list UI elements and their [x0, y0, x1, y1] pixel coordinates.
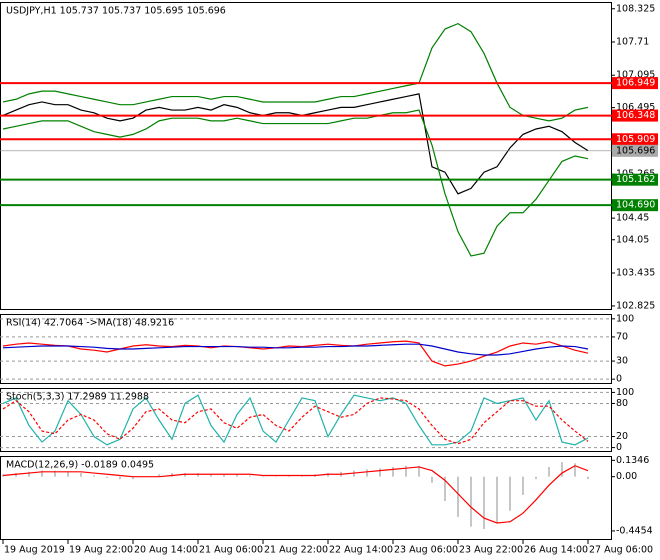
- y-tick-label: 0.1346: [616, 455, 649, 466]
- pane-frame: [0, 456, 612, 540]
- series-line: [2, 109, 589, 257]
- x-tick-label: 21 Aug 06:00: [199, 545, 263, 556]
- histogram-bar: [509, 476, 511, 511]
- series-line: [2, 394, 589, 446]
- x-tick-label: 23 Aug 06:00: [394, 545, 458, 556]
- series-line: [2, 397, 589, 445]
- last-price-box: [612, 144, 658, 157]
- y-tick-label: 104.45: [616, 213, 649, 224]
- level-label: 106.949: [616, 78, 655, 89]
- histogram-bar: [496, 476, 498, 523]
- histogram-bar: [535, 476, 537, 480]
- y-tick-label: 70: [616, 331, 628, 342]
- histogram-bar: [522, 476, 524, 495]
- histogram-bar: [353, 470, 355, 477]
- histogram-bar: [457, 476, 459, 517]
- y-tick-label: 100: [616, 387, 634, 398]
- pane-frame: [0, 314, 612, 384]
- level-label-box: [612, 77, 658, 90]
- y-tick-label: 107.095: [616, 70, 655, 81]
- y-tick-label: 0.00: [616, 471, 637, 482]
- histogram-bar: [54, 470, 56, 477]
- pane-title: USDJPY,H1 105.737 105.737 105.695 105.69…: [6, 6, 226, 17]
- histogram-bar: [210, 474, 212, 477]
- histogram-bar: [171, 473, 173, 477]
- histogram-bar: [444, 476, 446, 502]
- x-tick-label: 22 Aug 14:00: [329, 545, 393, 556]
- x-tick-label: 27 Aug 06:00: [589, 545, 653, 556]
- histogram-bar: [15, 473, 17, 477]
- histogram-bar: [67, 471, 69, 477]
- pane-title: RSI(14) 42.7064 ->MA(18) 48.9216: [6, 318, 174, 329]
- histogram-bar: [548, 466, 550, 477]
- pane-frame: [0, 2, 612, 310]
- y-tick-label: 108.325: [616, 3, 655, 14]
- level-label: 105.162: [616, 174, 655, 185]
- histogram-bar: [587, 476, 589, 479]
- histogram-bar: [80, 473, 82, 477]
- histogram-bar: [379, 468, 381, 477]
- level-label-box: [612, 173, 658, 186]
- y-tick-label: 30: [616, 356, 628, 367]
- histogram-bar: [93, 475, 95, 477]
- y-tick-label: 80: [616, 398, 628, 409]
- histogram-bar: [327, 473, 329, 477]
- histogram-bar: [119, 476, 121, 480]
- histogram-bar: [158, 474, 160, 477]
- last-price-label: 105.696: [616, 145, 655, 156]
- histogram-bar: [366, 469, 368, 477]
- histogram-bar: [574, 463, 576, 477]
- level-label-box: [612, 199, 658, 212]
- histogram-bar: [132, 476, 134, 480]
- histogram-bar: [106, 476, 108, 478]
- y-tick-label: 106.495: [616, 102, 655, 113]
- series-line: [2, 340, 589, 367]
- level-label: 104.690: [616, 200, 655, 211]
- level-label: 105.909: [616, 134, 655, 145]
- x-tick-label: 23 Aug 22:00: [459, 545, 523, 556]
- y-tick-label: 103.435: [616, 267, 655, 278]
- histogram-bar: [236, 474, 238, 477]
- y-tick-label: 100: [616, 313, 634, 324]
- series-line: [2, 22, 589, 122]
- pane-title: Stoch(5,3,3) 17.2989 11.2988: [6, 392, 149, 403]
- histogram-bar: [28, 471, 30, 477]
- histogram-bar: [405, 465, 407, 477]
- y-tick-label: 20: [616, 431, 628, 442]
- x-tick-label: 19 Aug 2019: [4, 545, 65, 556]
- x-tick-label: 19 Aug 22:00: [69, 545, 133, 556]
- x-tick-label: 21 Aug 22:00: [264, 545, 328, 556]
- histogram-bar: [41, 470, 43, 477]
- level-label: 106.348: [616, 110, 655, 121]
- pane-frame: [0, 388, 612, 452]
- histogram-bar: [561, 462, 563, 477]
- histogram-bar: [275, 476, 277, 478]
- y-tick-label: 0: [616, 442, 622, 453]
- y-tick-label: 107.71: [616, 36, 649, 47]
- histogram-bar: [418, 465, 420, 477]
- level-label-box: [612, 133, 658, 146]
- level-label-box: [612, 109, 658, 122]
- x-tick-label: 20 Aug 14:00: [134, 545, 198, 556]
- histogram-bar: [249, 475, 251, 477]
- series-line: [2, 343, 589, 356]
- histogram-bar: [392, 466, 394, 477]
- pane-title: MACD(12,26,9) -0.0189 0.0495: [6, 460, 154, 471]
- histogram-bar: [431, 476, 433, 483]
- histogram-bar: [483, 476, 485, 530]
- histogram-bar: [288, 475, 290, 477]
- y-tick-label: -0.4454: [616, 525, 653, 536]
- histogram-bar: [262, 476, 264, 478]
- y-tick-label: 102.825: [616, 300, 655, 311]
- y-tick-label: 0: [616, 374, 622, 385]
- histogram-bar: [197, 473, 199, 477]
- series-line: [2, 465, 589, 524]
- histogram-bar: [223, 474, 225, 477]
- histogram-bar: [470, 476, 472, 527]
- histogram-bar: [301, 475, 303, 477]
- y-tick-label: 104.05: [616, 234, 649, 245]
- x-tick-label: 26 Aug 14:00: [524, 545, 588, 556]
- histogram-bar: [184, 473, 186, 477]
